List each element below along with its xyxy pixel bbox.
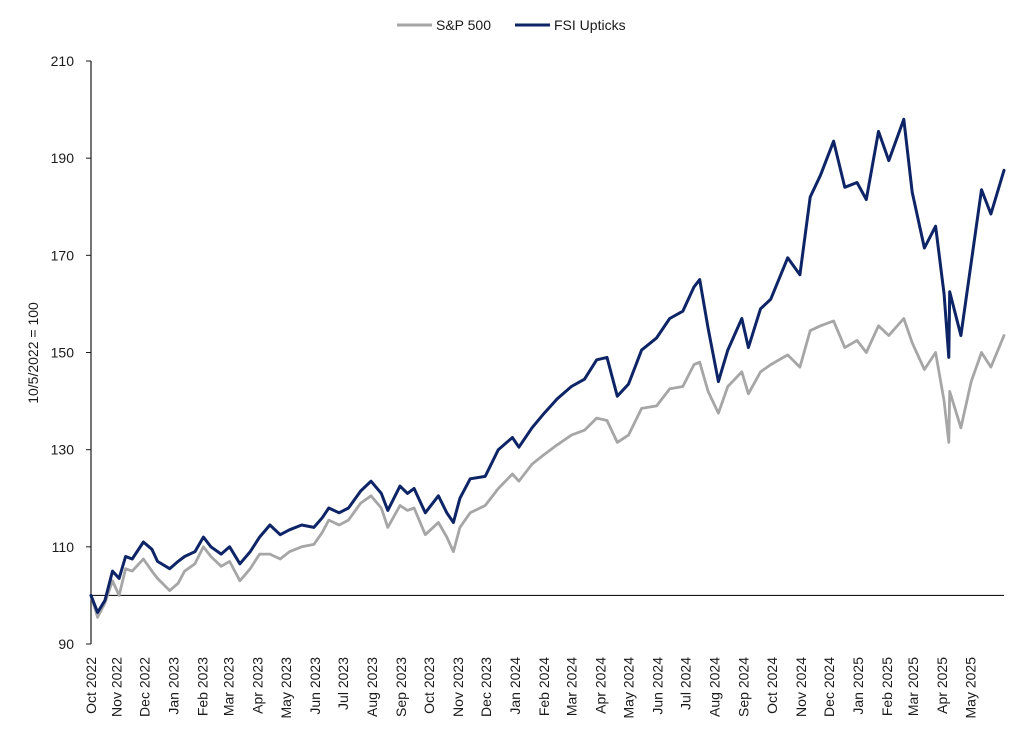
x-tick-label: Nov 2024 [793, 657, 809, 717]
x-tick-label: Nov 2022 [108, 657, 124, 717]
x-tick-label: Dec 2023 [478, 657, 494, 717]
x-tick-label: Feb 2023 [194, 657, 210, 716]
legend: S&P 500 FSI Upticks [397, 17, 626, 33]
x-tick-label: Jan 2025 [850, 657, 866, 715]
x-tick-label: Apr 2024 [592, 657, 608, 714]
x-tick-label: Oct 2024 [764, 657, 780, 714]
legend-item-sp500: S&P 500 [397, 17, 491, 33]
x-tick-label: Aug 2024 [707, 657, 723, 717]
x-tick-label: Dec 2024 [821, 657, 837, 717]
y-axis-title: 10/5/2022 = 100 [25, 302, 41, 404]
x-tick-label: Feb 2024 [536, 657, 552, 716]
x-tick-label: Oct 2022 [83, 657, 99, 714]
x-tick-label: Feb 2025 [879, 657, 895, 716]
x-tick-label: Apr 2025 [934, 657, 950, 714]
series-layer [89, 117, 1006, 619]
x-axis-ticks: Oct 2022 Nov 2022 Dec 2022 Jan 2023 Feb 2023… [83, 657, 978, 719]
x-tick-label: Mar 2025 [905, 657, 921, 716]
x-tick-label: Nov 2023 [450, 657, 466, 717]
x-tick-label: Jul 2023 [335, 657, 351, 710]
legend-label-sp500: S&P 500 [436, 17, 491, 33]
x-tick-label: Mar 2024 [563, 657, 579, 716]
x-tick-label: Jan 2023 [165, 657, 181, 715]
x-tick-label: Sep 2024 [736, 657, 752, 717]
series-line-fsi-upticks [89, 117, 1006, 614]
x-tick-label: Jan 2024 [507, 657, 523, 715]
y-tick-label: 190 [51, 150, 75, 166]
x-tick-label: May 2024 [620, 657, 636, 719]
x-tick-label: Mar 2023 [221, 657, 237, 716]
legend-item-fsi-upticks: FSI Upticks [515, 17, 626, 33]
x-tick-label: Oct 2023 [421, 657, 437, 714]
y-tick-label: 150 [51, 345, 75, 361]
y-axis-ticks: 90 110 130 150 170 190 210 [51, 53, 91, 652]
x-tick-label: Jul 2024 [678, 657, 694, 710]
x-tick-label: Jun 2024 [650, 657, 666, 715]
y-tick-label: 90 [58, 636, 74, 652]
x-tick-label: Sep 2023 [393, 657, 409, 717]
y-tick-label: 210 [51, 53, 75, 69]
y-tick-label: 130 [51, 442, 75, 458]
x-tick-label: Dec 2022 [136, 657, 152, 717]
x-tick-label: Apr 2023 [250, 657, 266, 714]
series-line-s-p-500 [89, 317, 1006, 619]
x-tick-label: Jun 2023 [307, 657, 323, 715]
x-tick-label: May 2023 [278, 657, 294, 719]
y-tick-label: 110 [52, 539, 75, 555]
x-tick-label: Aug 2023 [364, 657, 380, 717]
y-tick-label: 170 [51, 247, 75, 263]
legend-label-fsi-upticks: FSI Upticks [554, 17, 626, 33]
x-tick-label: May 2025 [962, 657, 978, 719]
